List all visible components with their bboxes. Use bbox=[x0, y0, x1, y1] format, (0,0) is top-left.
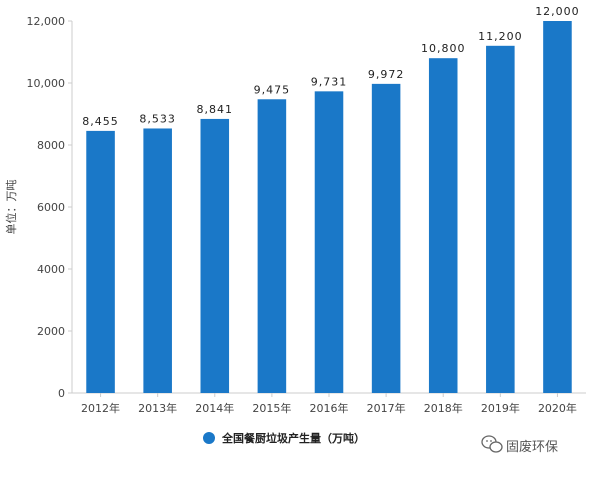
watermark-text: 固废环保 bbox=[506, 439, 558, 455]
wechat-icon bbox=[481, 435, 503, 453]
y-axis-title: 单位：万吨 bbox=[4, 180, 18, 235]
watermark: 固废环保 bbox=[481, 435, 558, 455]
data-label: 12,000 bbox=[535, 5, 580, 18]
y-tick-label: 10,000 bbox=[27, 77, 66, 90]
x-tick-label: 2019年 bbox=[481, 401, 520, 415]
x-tick-label: 2020年 bbox=[538, 401, 577, 415]
data-label: 9,731 bbox=[311, 75, 348, 88]
data-label: 9,475 bbox=[254, 83, 291, 96]
plot-area: 0 2000 4000 6000 8000 10,000 12,000 8,455 8,533… bbox=[27, 5, 586, 415]
x-tick-label: 2012年 bbox=[81, 401, 120, 415]
x-tick-label: 2015年 bbox=[252, 401, 291, 415]
y-tick-label: 8000 bbox=[37, 139, 65, 152]
y-tick-label: 4000 bbox=[37, 263, 65, 276]
bar[interactable] bbox=[543, 21, 572, 393]
bar[interactable] bbox=[200, 118, 230, 393]
legend-marker bbox=[203, 432, 215, 444]
x-tick-label: 2018年 bbox=[424, 401, 463, 415]
y-tick-label: 0 bbox=[58, 387, 65, 400]
x-axis-ticks: 2012年 2013年 2014年 2015年 2016年 2017年 2018年 2019年… bbox=[81, 393, 577, 415]
x-tick-label: 2017年 bbox=[367, 401, 406, 415]
bar[interactable] bbox=[371, 83, 401, 394]
bars bbox=[86, 21, 572, 394]
data-label: 8,533 bbox=[139, 112, 176, 125]
x-tick-label: 2014年 bbox=[195, 401, 234, 415]
x-tick-label: 2013年 bbox=[138, 401, 177, 415]
bar[interactable] bbox=[257, 99, 287, 394]
data-label: 8,841 bbox=[197, 103, 234, 116]
bar[interactable] bbox=[86, 130, 115, 393]
data-label: 9,972 bbox=[368, 68, 405, 81]
x-tick-label: 2016年 bbox=[310, 401, 349, 415]
data-label: 10,800 bbox=[421, 42, 466, 55]
bar[interactable] bbox=[486, 45, 515, 394]
bar[interactable] bbox=[314, 91, 344, 394]
data-label: 8,455 bbox=[82, 115, 119, 128]
y-tick-label: 12,000 bbox=[27, 15, 66, 28]
y-tick-label: 2000 bbox=[37, 325, 65, 338]
bar[interactable] bbox=[428, 58, 458, 393]
legend[interactable]: 全国餐厨垃圾产生量（万吨） bbox=[203, 431, 365, 445]
y-axis-ticks: 0 2000 4000 6000 8000 10,000 12,000 bbox=[27, 15, 72, 400]
data-labels: 8,455 8,533 8,841 9,475 9,731 9,972 10,800 11,2… bbox=[82, 5, 580, 128]
legend-label: 全国餐厨垃圾产生量（万吨） bbox=[221, 431, 365, 445]
data-label: 11,200 bbox=[478, 30, 523, 43]
y-tick-label: 6000 bbox=[37, 201, 65, 214]
bar[interactable] bbox=[143, 128, 172, 394]
